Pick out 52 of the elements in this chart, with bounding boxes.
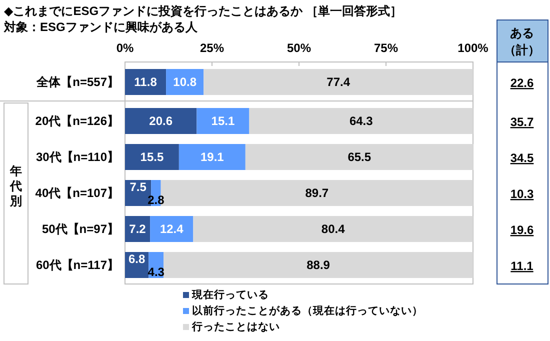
data-label: 19.1 xyxy=(200,150,224,164)
data-label: 10.8 xyxy=(173,75,197,89)
data-label: 12.4 xyxy=(160,222,184,236)
data-label: 11.8 xyxy=(134,75,158,89)
x-tick-label: 100% xyxy=(458,41,489,55)
data-label: 89.7 xyxy=(305,186,329,200)
bar xyxy=(193,216,473,242)
y-tick-label: 全体【n=557】 xyxy=(36,75,119,89)
bar xyxy=(196,108,250,134)
bar xyxy=(249,108,473,134)
bar xyxy=(150,216,194,242)
data-label: 88.9 xyxy=(306,258,330,272)
bar xyxy=(178,144,246,170)
text: 19.6 xyxy=(510,223,534,237)
text: 35.7 xyxy=(510,115,534,129)
data-label: 7.2 xyxy=(129,222,146,236)
data-label: 2.8 xyxy=(148,193,165,207)
data-label: 65.5 xyxy=(348,150,372,164)
data-label: 20.6 xyxy=(149,114,173,128)
x-tick-label: 25% xyxy=(200,41,224,55)
bar xyxy=(245,144,474,170)
data-label: 77.4 xyxy=(326,75,350,89)
text: 22.6 xyxy=(510,76,534,90)
y-tick-label: 20代【n=126】 xyxy=(35,114,119,128)
chart-subtitle: 対象：ESGファンドに興味がある人 xyxy=(3,20,198,34)
bar xyxy=(125,144,179,170)
legend-label: 行ったことはない xyxy=(191,320,280,333)
y-tick-label: 50代【n=97】 xyxy=(42,222,119,236)
data-label: 7.5 xyxy=(130,180,147,194)
bar xyxy=(125,108,197,134)
text: ある（計） xyxy=(504,26,540,57)
x-tick-label: 0% xyxy=(116,41,134,55)
text: 11.1 xyxy=(510,259,534,273)
text: 34.5 xyxy=(510,151,534,165)
chart-title: ◆これまでにESGファンドに投資を行ったことはあるか ［単一回答形式］ xyxy=(4,4,402,18)
legend-label: 現在行っている xyxy=(191,288,269,301)
data-label: 15.1 xyxy=(211,114,235,128)
text: 10.3 xyxy=(510,187,534,201)
y-tick-label: 40代【n=107】 xyxy=(35,186,119,200)
bar xyxy=(164,252,473,278)
x-tick-label: 75% xyxy=(374,41,398,55)
bar xyxy=(125,216,150,242)
data-label: 80.4 xyxy=(321,222,346,236)
text: 年代別 xyxy=(9,164,22,208)
x-tick-label: 50% xyxy=(286,41,312,55)
data-label: 6.8 xyxy=(128,252,146,266)
legend-label: 以前行ったことがある（現在は行っていない） xyxy=(192,304,423,317)
data-label: 4.3 xyxy=(148,265,165,279)
y-tick-label: 30代【n=110】 xyxy=(36,150,119,164)
y-tick-label: 60代【n=117】 xyxy=(36,258,119,272)
data-label: 15.5 xyxy=(140,150,164,164)
data-label: 64.3 xyxy=(349,114,374,128)
